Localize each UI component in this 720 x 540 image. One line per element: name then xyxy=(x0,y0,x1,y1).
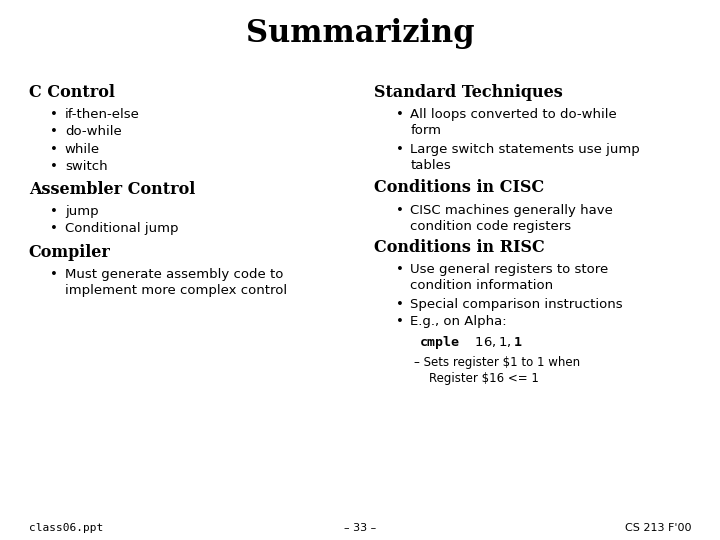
Text: jump: jump xyxy=(65,205,99,218)
Text: •: • xyxy=(396,143,403,156)
Text: switch: switch xyxy=(65,160,107,173)
Text: Assembler Control: Assembler Control xyxy=(29,181,195,198)
Text: •: • xyxy=(50,160,58,173)
Text: – Sets register $1 to 1 when
    Register $16 <= 1: – Sets register $1 to 1 when Register $1… xyxy=(414,356,580,386)
Text: – 33 –: – 33 – xyxy=(344,523,376,533)
Text: Special comparison instructions: Special comparison instructions xyxy=(410,298,623,310)
Text: Standard Techniques: Standard Techniques xyxy=(374,84,563,100)
Text: •: • xyxy=(396,108,403,121)
Text: Conditional jump: Conditional jump xyxy=(65,222,179,235)
Text: Compiler: Compiler xyxy=(29,244,111,260)
Text: •: • xyxy=(50,205,58,218)
Text: •: • xyxy=(396,298,403,310)
Text: •: • xyxy=(50,268,58,281)
Text: Must generate assembly code to
implement more complex control: Must generate assembly code to implement… xyxy=(65,268,287,297)
Text: if-then-else: if-then-else xyxy=(65,108,140,121)
Text: •: • xyxy=(50,108,58,121)
Text: Use general registers to store
condition information: Use general registers to store condition… xyxy=(410,263,608,292)
Text: Conditions in RISC: Conditions in RISC xyxy=(374,239,545,255)
Text: while: while xyxy=(65,143,100,156)
Text: class06.ppt: class06.ppt xyxy=(29,523,103,533)
Text: E.g., on Alpha:: E.g., on Alpha: xyxy=(410,315,507,328)
Text: Conditions in CISC: Conditions in CISC xyxy=(374,179,544,196)
Text: •: • xyxy=(50,143,58,156)
Text: •: • xyxy=(396,263,403,276)
Text: •: • xyxy=(396,315,403,328)
Text: CS 213 F'00: CS 213 F'00 xyxy=(625,523,691,533)
Text: Summarizing: Summarizing xyxy=(246,18,474,49)
Text: All loops converted to do-while
form: All loops converted to do-while form xyxy=(410,108,617,137)
Text: C Control: C Control xyxy=(29,84,114,100)
Text: CISC machines generally have
condition code registers: CISC machines generally have condition c… xyxy=(410,204,613,233)
Text: cmple  $16,1,$1: cmple $16,1,$1 xyxy=(419,334,523,350)
Text: •: • xyxy=(396,204,403,217)
Text: do-while: do-while xyxy=(65,125,122,138)
Text: •: • xyxy=(50,222,58,235)
Text: Large switch statements use jump
tables: Large switch statements use jump tables xyxy=(410,143,640,172)
Text: •: • xyxy=(50,125,58,138)
